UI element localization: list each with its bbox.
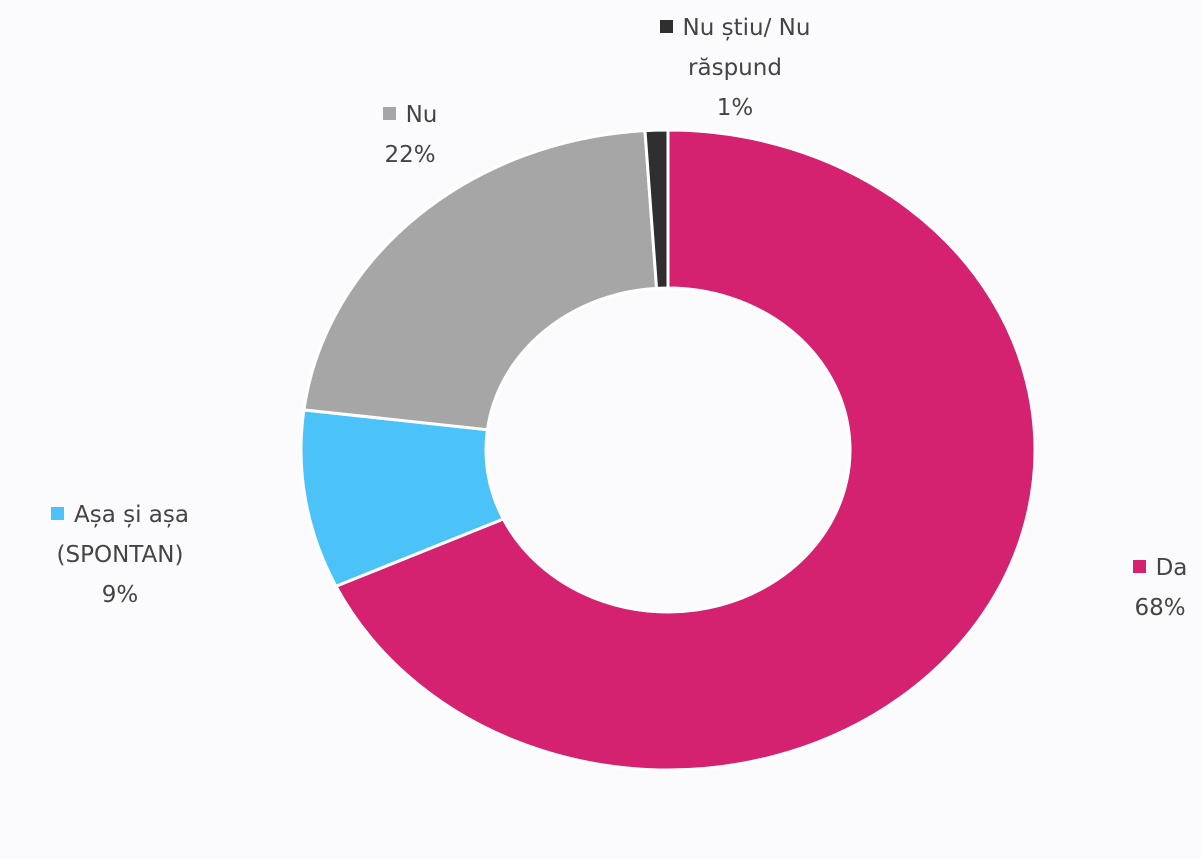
data-label: Așa și așa (SPONTAN) 9% xyxy=(30,495,210,615)
legend-marker xyxy=(1132,560,1146,573)
category-label: Nu xyxy=(405,102,438,128)
data-label: Nu 22% xyxy=(350,95,470,175)
donut-slice xyxy=(643,128,670,290)
value-label: 68% xyxy=(1134,595,1186,621)
category-label: Nu știu/ Nu răspund xyxy=(682,15,811,81)
donut-slice xyxy=(333,128,1037,772)
donut-slice xyxy=(302,129,659,432)
value-label: 9% xyxy=(101,582,139,608)
data-label: Da 68% xyxy=(1100,548,1201,628)
category-label: Așa și așa (SPONTAN) xyxy=(56,502,189,568)
value-label: 1% xyxy=(716,95,754,121)
category-label: Da xyxy=(1155,555,1188,581)
legend-marker xyxy=(659,20,673,33)
data-label: Nu știu/ Nu răspund 1% xyxy=(620,8,850,128)
legend-marker xyxy=(382,107,396,120)
value-label: 22% xyxy=(384,142,436,168)
legend-marker xyxy=(51,507,64,520)
